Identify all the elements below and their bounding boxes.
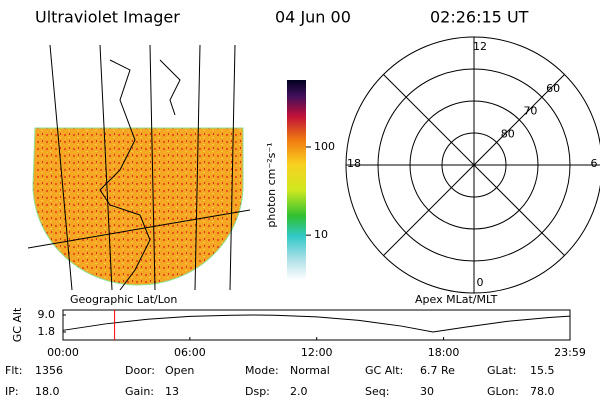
panel-label: Geographic Lat/Lon — [70, 293, 177, 306]
mlt-label: 0 — [477, 276, 484, 289]
status-label: Dsp: — [245, 385, 270, 398]
status-value: 15.5 — [530, 364, 555, 377]
status-label: Flt: — [5, 364, 22, 377]
x-tick-label: 18:00 — [428, 346, 460, 359]
title: Ultraviolet Imager — [35, 8, 180, 27]
mlt-label: 6 — [591, 157, 598, 170]
status-value: 13 — [165, 385, 179, 398]
status-label: Mode: — [245, 364, 279, 377]
x-tick-label: 23:59 — [554, 346, 586, 359]
status-value: 1356 — [35, 364, 63, 377]
mlt-label: 18 — [347, 157, 361, 170]
status-value: 18.0 — [35, 385, 60, 398]
x-tick-label: 00:00 — [47, 346, 79, 359]
status-value: Normal — [290, 364, 330, 377]
polar-plot: 60 70 80 0 6 12 18 — [345, 36, 600, 294]
status-label: GC Alt: — [365, 364, 403, 377]
status-value: 6.7 Re — [420, 364, 455, 377]
status-value: 78.0 — [530, 385, 555, 398]
status-value: 2.0 — [290, 385, 308, 398]
polar-ring-label: 60 — [546, 82, 560, 95]
polar-ring — [409, 100, 539, 230]
uv-image — [32, 127, 244, 286]
status-label: Gain: — [125, 385, 154, 398]
image-panel — [28, 45, 250, 290]
polar-ring-label: 70 — [523, 105, 537, 118]
x-tick-label: 06:00 — [174, 346, 206, 359]
colorbar — [287, 80, 306, 280]
y-tick-label: 1.8 — [38, 325, 56, 338]
polar-spoke — [383, 74, 565, 256]
mlt-label: 12 — [473, 40, 487, 53]
polar-ring — [441, 132, 507, 198]
status-value: 30 — [420, 385, 434, 398]
colorbar-label: photon cm⁻²s⁻¹ — [265, 142, 278, 227]
colorbar-tick-label: 100 — [314, 140, 335, 153]
panel-label: Apex MLat/MLT — [415, 293, 498, 306]
status-label: Seq: — [365, 385, 389, 398]
polar-ring-label: 80 — [501, 127, 515, 140]
status-value: Open — [165, 364, 194, 377]
x-tick-label: 12:00 — [301, 346, 333, 359]
status-label: GLat: — [487, 364, 516, 377]
colorbar-tick-label: 10 — [314, 228, 328, 241]
y-axis-label: GC Alt — [11, 307, 24, 342]
y-tick-label: 9.0 — [38, 308, 56, 321]
orbit-plot-frame — [62, 309, 571, 341]
polar-ring — [377, 68, 571, 262]
time: 02:26:15 UT — [430, 8, 529, 27]
altitude-line — [62, 314, 571, 333]
status-label: GLon: — [487, 385, 519, 398]
status-label: IP: — [5, 385, 19, 398]
date: 04 Jun 00 — [275, 8, 351, 27]
status-label: Door: — [125, 364, 155, 377]
map-grid — [28, 45, 250, 290]
